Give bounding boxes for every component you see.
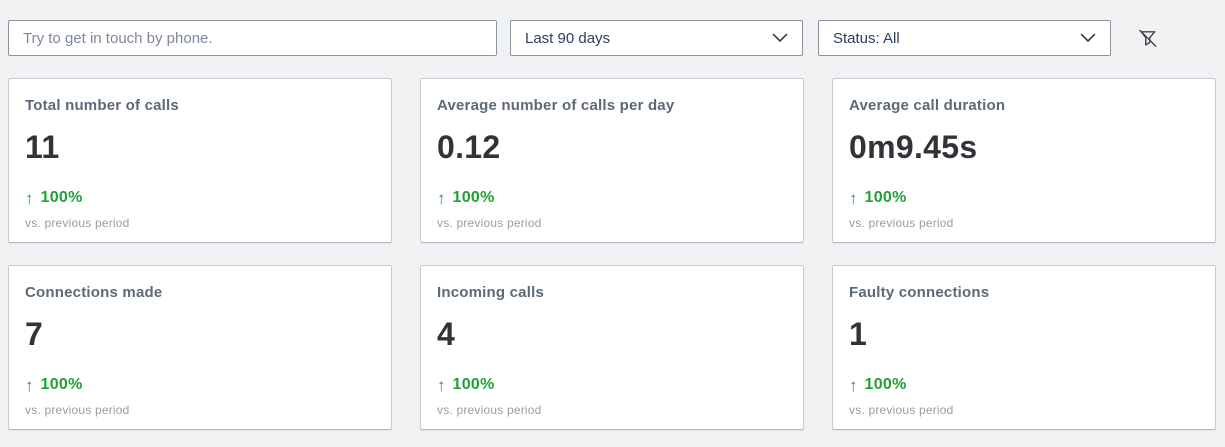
stat-card-avg-calls-per-day: Average number of calls per day 0.12 ↑ 1… — [420, 78, 804, 243]
up-arrow-icon: ↑ — [25, 188, 34, 208]
card-value: 0.12 — [437, 129, 501, 165]
up-arrow-icon: ↑ — [849, 375, 858, 395]
up-arrow-icon: ↑ — [25, 375, 34, 395]
change-percent: 100% — [452, 189, 495, 206]
chevron-down-icon — [772, 33, 788, 43]
stat-card-incoming-calls: Incoming calls 4 ↑ 100% vs. previous per… — [420, 265, 804, 430]
card-change: ↑ 100% — [849, 376, 1199, 394]
change-percent: 100% — [40, 376, 83, 393]
up-arrow-icon: ↑ — [437, 188, 446, 208]
card-title: Total number of calls — [25, 97, 179, 114]
card-change: ↑ 100% — [437, 376, 787, 394]
comparison-label: vs. previous period — [849, 403, 954, 417]
chevron-down-icon — [1080, 33, 1096, 43]
card-value: 4 — [437, 316, 456, 352]
change-percent: 100% — [40, 189, 83, 206]
change-percent: 100% — [452, 376, 495, 393]
card-change: ↑ 100% — [849, 189, 1199, 207]
comparison-label: vs. previous period — [437, 403, 542, 417]
filter-bar: Last 90 days Status: All — [0, 0, 1225, 56]
search-input[interactable] — [8, 20, 497, 56]
card-title: Incoming calls — [437, 284, 544, 301]
comparison-label: vs. previous period — [25, 403, 130, 417]
card-value: 7 — [25, 316, 44, 352]
card-change: ↑ 100% — [25, 376, 375, 394]
change-percent: 100% — [864, 376, 907, 393]
stat-card-avg-call-duration: Average call duration 0m9.45s ↑ 100% vs.… — [832, 78, 1216, 243]
status-value: Status: All — [833, 29, 900, 47]
comparison-label: vs. previous period — [25, 216, 130, 230]
change-percent: 100% — [864, 189, 907, 206]
clear-filters-button[interactable] — [1132, 23, 1162, 53]
card-value: 0m9.45s — [849, 129, 978, 165]
card-change: ↑ 100% — [437, 189, 787, 207]
stat-card-total-calls: Total number of calls 11 ↑ 100% vs. prev… — [8, 78, 392, 243]
card-change: ↑ 100% — [25, 189, 375, 207]
stats-grid: Total number of calls 11 ↑ 100% vs. prev… — [8, 78, 1216, 430]
date-range-value: Last 90 days — [525, 29, 611, 47]
comparison-label: vs. previous period — [437, 216, 542, 230]
card-title: Faulty connections — [849, 284, 990, 301]
status-dropdown[interactable]: Status: All — [818, 20, 1111, 56]
comparison-label: vs. previous period — [849, 216, 954, 230]
card-title: Average number of calls per day — [437, 97, 675, 114]
card-title: Average call duration — [849, 97, 1006, 114]
date-range-dropdown[interactable]: Last 90 days — [510, 20, 803, 56]
stat-card-faulty-connections: Faulty connections 1 ↑ 100% vs. previous… — [832, 265, 1216, 430]
card-value: 1 — [849, 316, 868, 352]
stat-card-connections-made: Connections made 7 ↑ 100% vs. previous p… — [8, 265, 392, 430]
up-arrow-icon: ↑ — [437, 375, 446, 395]
card-title: Connections made — [25, 284, 163, 301]
filter-off-icon — [1136, 27, 1159, 50]
card-value: 11 — [25, 129, 60, 165]
up-arrow-icon: ↑ — [849, 188, 858, 208]
